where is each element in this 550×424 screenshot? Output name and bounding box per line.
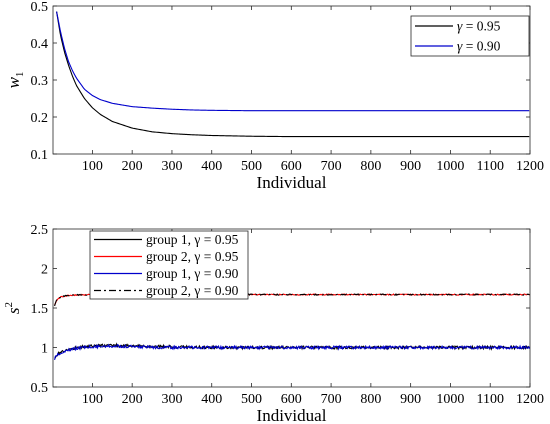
chart-panel-1: 100 200 300 400 500 600 700 800 900 1000 1100 1200 0…	[4, 0, 544, 192]
x-tick-label: 900	[400, 159, 421, 174]
x-tick-label: 200	[122, 392, 143, 407]
x-tick-label: 1000	[436, 159, 464, 174]
x-tick-label: 500	[241, 159, 262, 174]
x-tick-label: 400	[201, 392, 222, 407]
x-tick-label: 700	[321, 392, 342, 407]
x-tick-label: 400	[201, 159, 222, 174]
legend: group 1, γ = 0.95 group 2, γ = 0.95 group …	[89, 230, 249, 300]
series-group	[54, 293, 530, 361]
y-tick-label: 0.1	[31, 148, 49, 163]
y-tick-label: 1.5	[31, 302, 49, 317]
x-tick-label: 200	[122, 159, 143, 174]
series-line-2	[56, 11, 530, 112]
x-tick-label: 1100	[476, 159, 503, 174]
series-group	[56, 11, 530, 138]
x-tick-label: 1200	[516, 159, 544, 174]
series-line-1	[56, 11, 530, 138]
x-tick-label: 100	[82, 159, 103, 174]
y-tick-label: 0.5	[31, 381, 49, 396]
y-tick-label: 0.2	[31, 111, 49, 126]
legend-label: group 1, γ = 0.95	[146, 232, 239, 247]
legend-box	[89, 230, 249, 300]
legend-label: γ = 0.95	[457, 19, 501, 34]
x-tick-label: 1200	[516, 392, 544, 407]
x-tick-label: 600	[281, 392, 302, 407]
x-tick-label: 600	[281, 159, 302, 174]
legend-label: γ = 0.90	[457, 39, 501, 54]
legend: γ = 0.95 γ = 0.90	[410, 15, 530, 57]
y-tick-label: 2	[41, 263, 48, 278]
x-axis-label: Individual	[257, 406, 327, 424]
x-tick-label: 1000	[436, 392, 464, 407]
y-tick-label: 2.5	[31, 223, 49, 238]
chart-panel-2: 100 200 300 400 500 600 700 800 900 1000 1100 1200 0…	[3, 223, 544, 424]
y-axis-label: w1	[4, 72, 26, 89]
series-line-3	[54, 343, 530, 361]
legend-label: group 2, γ = 0.90	[146, 283, 239, 298]
legend-box	[410, 15, 530, 57]
legend-label: group 2, γ = 0.95	[146, 249, 239, 264]
x-tick-label: 1100	[476, 392, 503, 407]
y-axis-label: s2	[3, 302, 23, 314]
x-tick-label: 500	[241, 392, 262, 407]
x-axis-label: Individual	[257, 173, 327, 192]
y-tick-label: 0.5	[31, 0, 49, 15]
x-tick-label: 100	[82, 392, 103, 407]
y-tick-label: 0.3	[31, 74, 49, 89]
y-tick-label: 0.4	[31, 37, 49, 52]
x-tick-label: 700	[321, 159, 342, 174]
legend-label: group 1, γ = 0.90	[146, 266, 239, 281]
x-tick-label: 300	[161, 159, 182, 174]
x-tick-label: 900	[400, 392, 421, 407]
x-tick-label: 300	[161, 392, 182, 407]
x-tick-label: 800	[360, 159, 381, 174]
y-tick-label: 1	[41, 342, 48, 357]
x-tick-label: 800	[360, 392, 381, 407]
